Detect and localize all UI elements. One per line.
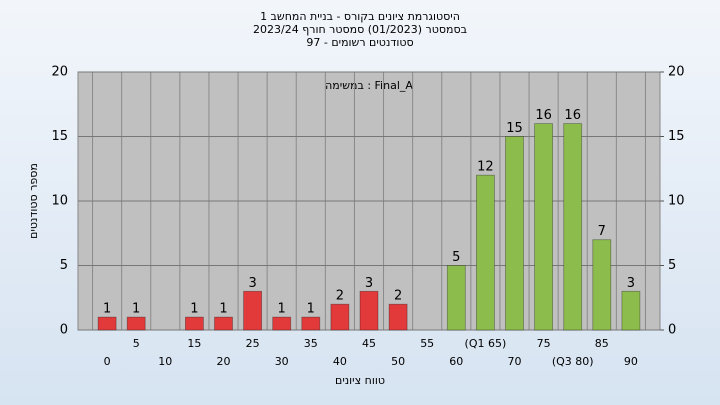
value-label: 1 bbox=[190, 302, 198, 317]
x-tick-label: 30 bbox=[275, 355, 289, 368]
bar bbox=[563, 123, 583, 331]
x-tick-label: 60 bbox=[449, 355, 463, 368]
bar bbox=[446, 265, 466, 331]
y-tick-label: 5 bbox=[60, 258, 68, 273]
bar bbox=[243, 290, 263, 331]
bar bbox=[505, 136, 524, 331]
value-label: 3 bbox=[627, 276, 635, 291]
value-label: 2 bbox=[336, 289, 344, 304]
x-tick-label: 10 bbox=[158, 355, 172, 368]
value-label: 3 bbox=[248, 276, 256, 291]
bar bbox=[592, 239, 612, 331]
chart-subtitle: בסמסטר (01/2023) סמסטר חורף 2023/24 bbox=[253, 23, 467, 36]
value-label: 2 bbox=[394, 289, 402, 304]
y2-tick-label: 5 bbox=[668, 258, 676, 273]
bar bbox=[97, 316, 117, 331]
value-label: 1 bbox=[132, 302, 140, 317]
value-label: 16 bbox=[535, 108, 552, 123]
y-axis-title: מספר סטודנטים bbox=[27, 163, 40, 239]
x-tick-label: 5 bbox=[133, 337, 140, 350]
value-label: 12 bbox=[477, 160, 494, 175]
value-label: 1 bbox=[278, 302, 286, 317]
bar bbox=[475, 174, 495, 331]
bar bbox=[388, 303, 408, 331]
bar bbox=[214, 316, 233, 331]
y2-tick-label: 0 bbox=[668, 323, 676, 338]
x-tick-label: 40 bbox=[333, 355, 347, 368]
bar bbox=[621, 290, 641, 331]
bar bbox=[359, 290, 379, 331]
bar bbox=[272, 316, 292, 331]
y-tick-label: 0 bbox=[60, 323, 68, 338]
x-tick-label: 75 bbox=[537, 337, 551, 350]
y2-tick-label: 20 bbox=[668, 65, 685, 80]
value-label: 16 bbox=[564, 108, 581, 123]
y2-tick-label: 15 bbox=[668, 129, 685, 144]
x-tick-label: 50 bbox=[391, 355, 405, 368]
value-label: 7 bbox=[598, 224, 606, 239]
annotation: במשימה : Final_A bbox=[325, 79, 413, 92]
x-tick-label: 0 bbox=[104, 355, 111, 368]
x-tick-label: 35 bbox=[304, 337, 318, 350]
value-label: 15 bbox=[506, 121, 523, 136]
value-label: 1 bbox=[219, 302, 227, 317]
x-tick-label: (Q1 65) bbox=[465, 337, 507, 350]
bar bbox=[534, 123, 553, 331]
x-tick-label: 55 bbox=[420, 337, 434, 350]
x-tick-label: (Q3 80) bbox=[552, 355, 594, 368]
x-tick-label: 25 bbox=[246, 337, 260, 350]
x-tick-label: 45 bbox=[362, 337, 376, 350]
value-label: 5 bbox=[452, 250, 460, 265]
value-label: 1 bbox=[103, 302, 111, 317]
x-tick-label: 90 bbox=[624, 355, 638, 368]
x-tick-label: 85 bbox=[595, 337, 609, 350]
bar bbox=[301, 316, 321, 331]
y-tick-label: 10 bbox=[51, 194, 68, 209]
x-tick-label: 15 bbox=[187, 337, 201, 350]
y-tick-label: 20 bbox=[51, 65, 68, 80]
x-tick-label: 20 bbox=[217, 355, 231, 368]
bar bbox=[330, 303, 350, 331]
x-tick-label: 70 bbox=[508, 355, 522, 368]
bar bbox=[126, 316, 146, 331]
chart-title: היסטוגרמת ציונים בקורס - בניית המחשב 1 bbox=[260, 10, 460, 23]
value-label: 3 bbox=[365, 276, 373, 291]
value-label: 1 bbox=[307, 302, 315, 317]
y-tick-label: 15 bbox=[51, 129, 68, 144]
chart-subtitle: סטודנטים רשומים - 97 bbox=[306, 36, 413, 49]
y2-tick-label: 10 bbox=[668, 194, 685, 209]
bar bbox=[184, 316, 204, 331]
x-axis-title: טווח ציונים bbox=[335, 374, 385, 387]
